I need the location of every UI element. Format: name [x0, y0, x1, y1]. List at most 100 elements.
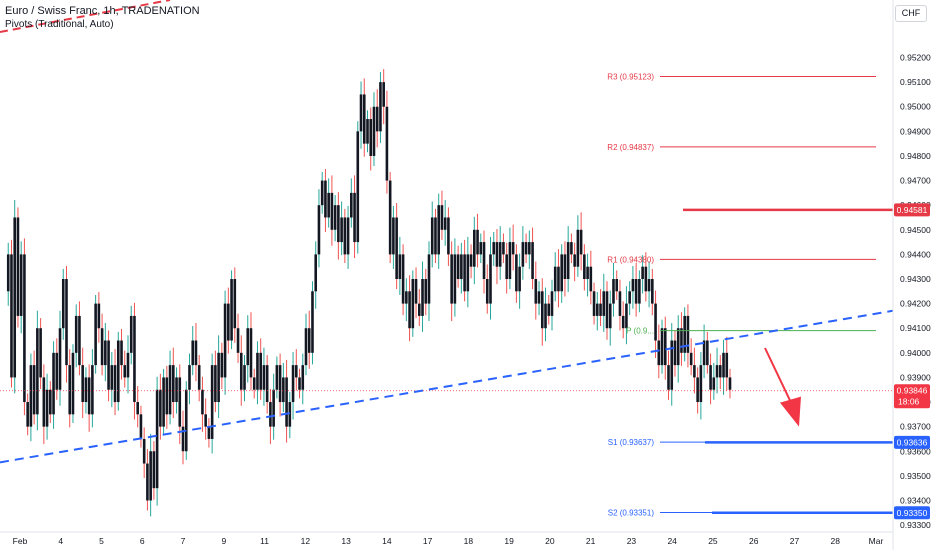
candle-body [19, 254, 23, 316]
candle-body [550, 291, 554, 316]
candle-body [217, 352, 220, 403]
price-tick-label: 0.93700 [900, 422, 931, 432]
candle-body [615, 279, 619, 292]
time-tick-label: Mar [869, 536, 884, 546]
price-tick-label: 0.94200 [900, 299, 931, 309]
price-tick-label: 0.93400 [900, 495, 931, 505]
candle-body [337, 205, 340, 243]
candle-body [618, 291, 622, 316]
candle-body [489, 254, 492, 304]
candle-body [482, 242, 486, 279]
candle-body [521, 242, 525, 267]
candle-body [395, 217, 398, 279]
candle-body [26, 402, 29, 427]
candle-body [227, 303, 230, 341]
candle-body [178, 377, 182, 427]
pivot-label: P (0.9... [626, 327, 654, 336]
candle-body [553, 266, 557, 292]
candle-body [142, 438, 146, 464]
candle-body [36, 328, 39, 415]
candle-body [91, 365, 94, 415]
symbol-title[interactable]: Euro / Swiss Franc, 1h, TRADENATION [5, 5, 200, 17]
candle-body [375, 106, 379, 132]
price-tag-text: 0.93636 [897, 437, 928, 447]
candle-body [531, 242, 534, 279]
candle-body [379, 82, 382, 132]
time-tick-label: 5 [99, 536, 104, 546]
candle-body [126, 352, 130, 378]
candle-body [693, 365, 696, 378]
pivot-label: R2 (0.94837) [607, 143, 654, 152]
candle-body [450, 254, 453, 304]
candle-body [443, 217, 447, 230]
candle-body [49, 389, 52, 415]
candle-body [210, 365, 214, 439]
candle-body [107, 340, 110, 390]
candle-body [181, 426, 185, 452]
candle-body [592, 291, 596, 316]
time-tick-label: 12 [301, 536, 311, 546]
candle-body [294, 365, 298, 378]
candle-body [42, 377, 46, 427]
candle-body [16, 217, 20, 316]
candle-body [463, 254, 466, 292]
candle-body [702, 340, 706, 366]
currency-badge[interactable]: CHF [895, 5, 927, 22]
candle-body [239, 352, 243, 390]
candle-body [686, 315, 690, 353]
candle-body [715, 365, 719, 378]
price-tag-text: 0.93350 [897, 508, 928, 518]
candle-body [71, 352, 75, 415]
time-tick-label: 28 [831, 536, 841, 546]
candle-body [382, 82, 385, 107]
candle-body [683, 315, 686, 353]
candle-body [359, 94, 363, 132]
candle-body [728, 377, 732, 390]
candle-body [133, 315, 136, 403]
candle-body [168, 365, 172, 415]
candle-body [540, 291, 544, 329]
candle-body [314, 254, 318, 292]
candle-body [534, 279, 538, 304]
candle-body [233, 279, 237, 329]
candle-body [317, 205, 321, 255]
pivot-label: R1 (0.94380) [607, 255, 654, 264]
price-tick-label: 0.93600 [900, 446, 931, 456]
candle-body [175, 377, 178, 403]
candle-body [10, 254, 13, 378]
candle-body [696, 377, 699, 403]
price-tick-label: 0.95200 [900, 53, 931, 63]
candle-body [172, 365, 175, 403]
time-tick-label: 25 [708, 536, 718, 546]
time-tick-label: 13 [341, 536, 351, 546]
candle-body [453, 254, 457, 304]
candle-body [388, 180, 392, 255]
candle-body [159, 389, 162, 427]
chart-header: Euro / Swiss Franc, 1h, TRADENATION Pivo… [5, 5, 200, 31]
candle-body [311, 291, 314, 353]
candle-body [13, 217, 17, 378]
candle-body [327, 192, 330, 218]
indicator-label[interactable]: Pivots (Traditional, Auto) [5, 19, 114, 30]
price-tag-text: 0.94581 [897, 205, 928, 215]
candle-body [476, 229, 479, 255]
candle-body [136, 402, 140, 415]
candle-body [544, 303, 547, 329]
candle-body [139, 414, 143, 439]
candle-body [518, 266, 521, 292]
candle-body [473, 229, 476, 267]
candle-body [65, 279, 68, 366]
last-price-tag [894, 384, 930, 409]
candle-body [634, 279, 638, 304]
time-tick-label: 14 [382, 536, 392, 546]
candle-body [621, 315, 625, 329]
candle-body [608, 303, 612, 329]
candle-body [343, 217, 347, 255]
candle-body [165, 377, 169, 415]
candle-body [595, 303, 599, 316]
candle-body [563, 254, 567, 279]
candle-body [440, 205, 444, 230]
candle-body [84, 377, 88, 403]
upper-trendline [0, 0, 171, 33]
